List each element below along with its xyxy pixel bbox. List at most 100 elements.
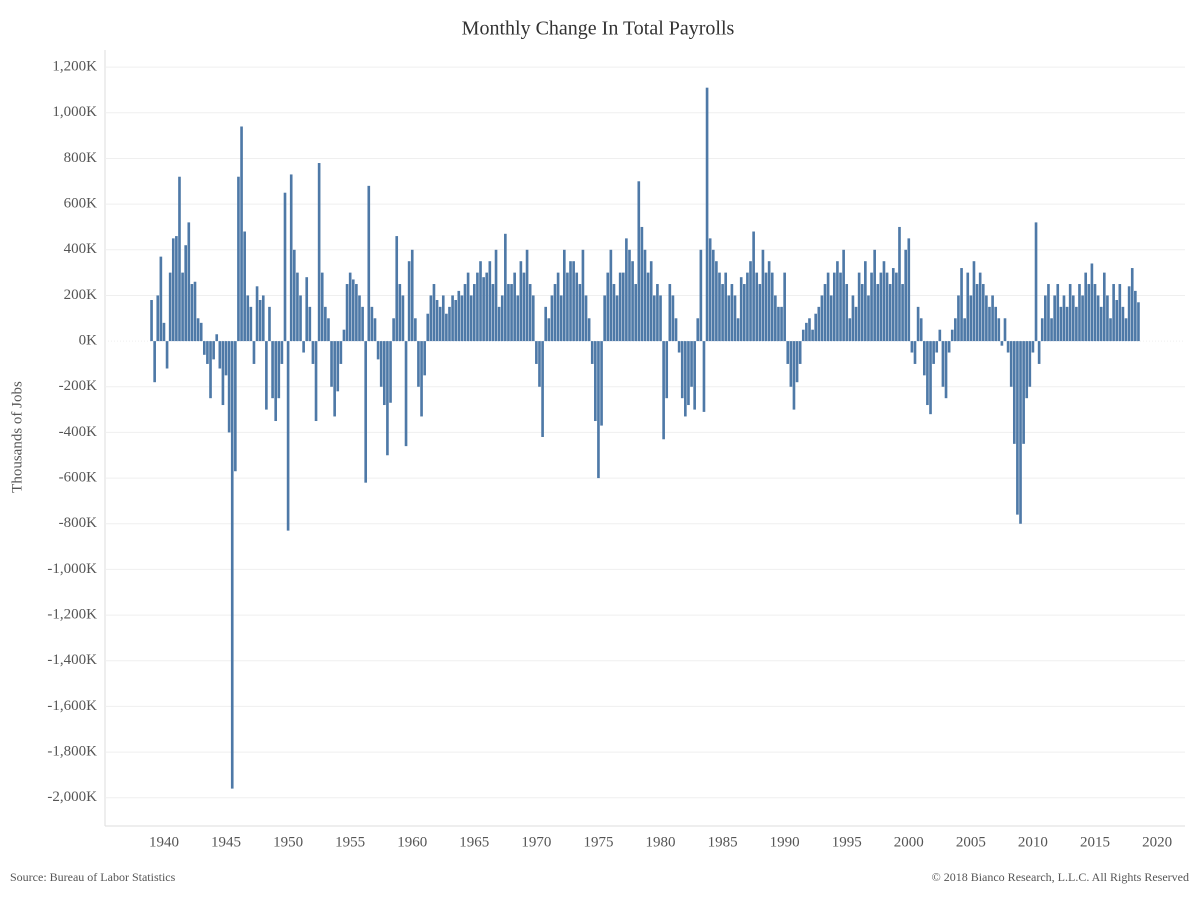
bar <box>292 249 296 342</box>
bar <box>966 272 970 342</box>
bar <box>389 341 392 403</box>
bar <box>969 295 973 342</box>
bar <box>162 322 166 342</box>
bar <box>1062 295 1066 342</box>
y-tick-label: 1,200K <box>52 59 97 75</box>
bar <box>860 284 864 342</box>
x-tick-label: 2020 <box>1142 834 1172 850</box>
bar <box>628 249 631 342</box>
bar <box>1037 341 1041 364</box>
bar <box>634 284 638 342</box>
y-tick-label: 1,000K <box>52 104 97 120</box>
bar <box>206 341 209 364</box>
bar <box>1081 295 1084 342</box>
bar <box>1040 318 1044 342</box>
bar <box>566 272 569 342</box>
bar <box>299 295 302 342</box>
bar <box>832 272 836 342</box>
bar <box>904 249 908 342</box>
bar <box>1124 318 1128 342</box>
bar <box>1106 295 1109 342</box>
bar <box>994 306 998 342</box>
bar <box>1031 341 1035 353</box>
bar <box>873 249 876 342</box>
bar <box>488 261 492 342</box>
bar <box>926 341 929 406</box>
bar <box>569 261 572 342</box>
bar <box>621 272 625 342</box>
bar <box>963 318 966 342</box>
bar <box>224 341 228 376</box>
x-tick-label: 1985 <box>708 834 738 850</box>
bar <box>234 341 237 472</box>
bar <box>451 295 454 342</box>
bar <box>404 341 408 447</box>
bar <box>274 341 278 422</box>
bar <box>218 341 222 369</box>
bar <box>1012 341 1016 444</box>
bar <box>584 295 588 342</box>
y-tick-label: -1,400K <box>47 652 97 668</box>
bar <box>590 341 594 364</box>
bar <box>901 284 904 342</box>
bar <box>485 272 489 342</box>
y-tick-label: -1,000K <box>47 561 97 577</box>
bar <box>640 226 644 342</box>
bar <box>302 341 305 353</box>
bar <box>665 341 669 399</box>
bar <box>317 163 321 342</box>
bar <box>1050 318 1053 342</box>
bar <box>919 318 923 342</box>
bar <box>386 341 389 456</box>
bar <box>472 284 476 342</box>
x-tick-label: 1995 <box>832 834 862 850</box>
bar <box>575 272 579 342</box>
bar <box>649 261 653 342</box>
bar <box>631 261 634 342</box>
bar <box>482 277 485 342</box>
bar <box>801 329 805 342</box>
bar <box>708 238 712 342</box>
bar <box>448 306 451 342</box>
y-tick-label: 600K <box>64 196 98 212</box>
y-tick-label: -1,200K <box>47 607 97 623</box>
bar <box>938 329 942 342</box>
bar <box>261 295 265 342</box>
bar <box>1109 318 1112 342</box>
bar <box>671 295 675 342</box>
bar <box>1137 302 1140 342</box>
bar <box>755 272 759 342</box>
bar <box>516 295 520 342</box>
bar <box>1118 284 1122 342</box>
bar <box>311 341 315 364</box>
bar <box>1084 272 1088 342</box>
bar <box>420 341 423 417</box>
bar <box>1071 295 1075 342</box>
bar <box>646 272 650 342</box>
bar <box>187 222 191 342</box>
bar <box>618 272 622 342</box>
bar <box>289 174 293 342</box>
bar <box>652 295 656 342</box>
bar <box>531 295 535 342</box>
bar <box>848 318 852 342</box>
bar <box>767 261 771 342</box>
bar <box>1056 284 1060 342</box>
bar <box>721 284 724 342</box>
bar <box>243 231 246 342</box>
bar <box>718 272 721 342</box>
bar <box>507 284 510 342</box>
bar <box>535 341 538 364</box>
bar <box>407 261 411 342</box>
bar <box>184 245 188 342</box>
bar <box>684 341 687 417</box>
bar <box>193 281 197 342</box>
bar <box>733 295 737 342</box>
bar <box>758 284 762 342</box>
bar <box>190 284 194 342</box>
x-tick-label: 2005 <box>956 834 986 850</box>
bar <box>541 341 544 437</box>
bar <box>361 306 364 342</box>
bar <box>168 272 172 342</box>
x-tick-label: 2000 <box>894 834 924 850</box>
